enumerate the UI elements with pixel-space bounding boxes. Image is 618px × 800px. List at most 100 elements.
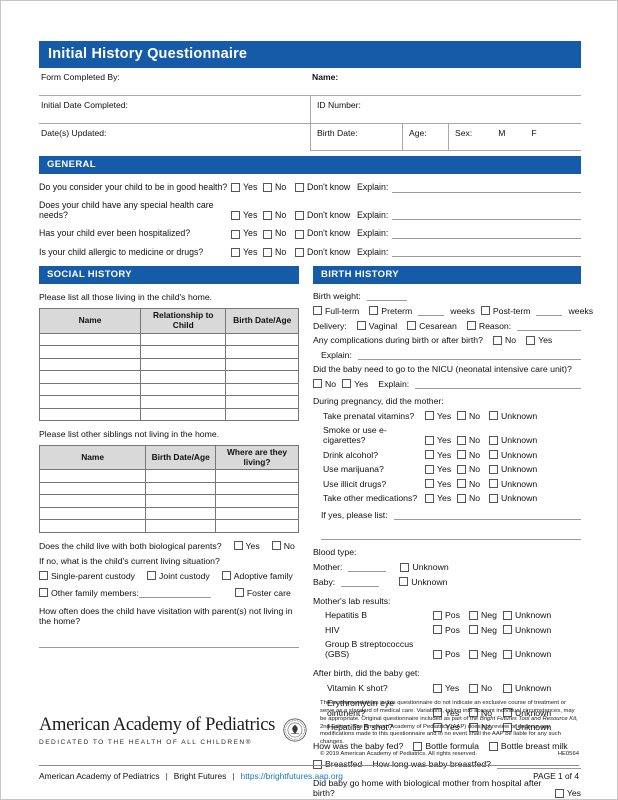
table-cell[interactable] (39, 382, 141, 397)
checkbox-no[interactable] (263, 183, 272, 193)
checkbox-no[interactable] (313, 379, 322, 389)
table-cell[interactable] (39, 407, 141, 422)
checkbox-bottle-formula[interactable] (413, 741, 423, 751)
name-field[interactable]: Name: (312, 72, 339, 82)
explain-write-line[interactable] (392, 247, 581, 258)
table-cell[interactable] (39, 345, 141, 359)
checkbox-neg[interactable] (469, 610, 478, 620)
sex-female-option[interactable]: F (531, 128, 537, 138)
checkbox-unknown[interactable] (503, 625, 512, 635)
checkbox-bottle-breast-milk[interactable] (488, 741, 498, 751)
reason-write-line[interactable] (517, 321, 581, 331)
age-field[interactable]: Age: (402, 124, 448, 150)
explain-write-line[interactable] (392, 183, 581, 193)
checkbox-unknown[interactable] (503, 722, 512, 732)
checkbox-yes[interactable] (425, 435, 434, 445)
baby-blood-write-line[interactable] (341, 577, 380, 587)
footer-url-link[interactable]: https://brightfutures.aap.org (240, 771, 343, 781)
checkbox-pos[interactable] (433, 649, 442, 659)
checkbox-unknown[interactable] (489, 493, 498, 503)
checkbox-unknown[interactable] (489, 464, 498, 474)
checkbox-no[interactable] (469, 708, 478, 718)
checkbox-unknown[interactable] (503, 649, 512, 659)
checkbox-yes[interactable] (233, 541, 243, 551)
checkbox-unknown[interactable] (503, 708, 512, 718)
checkbox-unknown[interactable] (489, 450, 498, 460)
checkbox-neg[interactable] (469, 625, 478, 635)
checkbox-yes[interactable] (425, 479, 434, 489)
form-completed-by-field[interactable]: Form Completed By: (41, 72, 120, 82)
checkbox-yes[interactable] (433, 683, 442, 693)
checkbox-dont-know[interactable] (295, 183, 304, 193)
table-cell[interactable] (38, 469, 147, 483)
checkbox-pos[interactable] (433, 610, 442, 620)
breastfed-duration-write-line[interactable] (497, 759, 581, 770)
checkbox-no[interactable] (469, 683, 478, 693)
postterm-weeks-write-line[interactable] (536, 306, 563, 316)
table-cell[interactable] (38, 494, 147, 508)
id-number-field[interactable]: ID Number: (310, 96, 581, 123)
birth-weight-write-line[interactable] (366, 291, 407, 302)
table-cell[interactable] (39, 332, 141, 347)
table-cell[interactable] (39, 395, 141, 409)
checkbox-no[interactable] (457, 450, 466, 460)
table-cell[interactable] (38, 506, 147, 521)
checkbox-unknown[interactable] (503, 610, 512, 620)
checkbox-no[interactable] (263, 248, 272, 257)
checkbox-no[interactable] (263, 229, 272, 239)
explain-write-line[interactable] (392, 229, 581, 239)
checkbox-no[interactable] (457, 479, 466, 489)
list-write-line[interactable] (393, 510, 581, 521)
checkbox-other-family[interactable] (39, 588, 48, 598)
checkbox-unknown[interactable] (489, 479, 498, 489)
checkbox-no[interactable] (457, 493, 466, 503)
checkbox-yes[interactable] (342, 379, 352, 389)
checkbox-cesarean[interactable] (407, 321, 417, 331)
checkbox-vaginal[interactable] (356, 321, 366, 331)
checkbox-adoptive-family[interactable] (221, 571, 231, 581)
list-write-line-2[interactable] (321, 530, 581, 541)
other-family-write-line[interactable] (138, 588, 211, 598)
checkbox-yes[interactable] (231, 248, 240, 257)
checkbox-no[interactable] (263, 211, 272, 220)
checkbox-single-parent[interactable] (39, 571, 48, 581)
checkbox-yes[interactable] (433, 708, 442, 718)
sex-field[interactable]: Sex: M F (448, 124, 581, 150)
initial-date-field[interactable]: Initial Date Completed: (41, 100, 128, 110)
checkbox-joint-custody[interactable] (147, 571, 157, 581)
explain-write-line[interactable] (415, 379, 581, 389)
table-cell[interactable] (39, 357, 141, 372)
checkbox-yes[interactable] (425, 411, 434, 420)
checkbox-breastfed[interactable] (313, 759, 322, 769)
explain-write-line[interactable] (392, 210, 581, 221)
explain-write-line[interactable] (357, 350, 581, 360)
checkbox-dont-know[interactable] (295, 229, 304, 239)
checkbox-unknown[interactable] (400, 562, 410, 572)
checkbox-yes[interactable] (425, 450, 434, 460)
checkbox-reason[interactable] (466, 321, 476, 331)
visitation-write-line[interactable] (39, 638, 299, 648)
checkbox-yes[interactable] (425, 464, 434, 474)
table-cell[interactable] (38, 481, 147, 496)
birth-date-field[interactable]: Birth Date: (310, 124, 402, 150)
checkbox-no[interactable] (457, 435, 466, 445)
checkbox-foster-care[interactable] (234, 588, 244, 598)
checkbox-no[interactable] (469, 722, 478, 732)
checkbox-dont-know[interactable] (295, 211, 304, 220)
checkbox-no[interactable] (457, 464, 466, 474)
checkbox-no[interactable] (271, 541, 281, 551)
checkbox-no[interactable] (492, 335, 502, 345)
checkbox-yes[interactable] (231, 183, 240, 193)
sex-male-option[interactable]: M (498, 128, 506, 138)
checkbox-post-term[interactable] (480, 306, 490, 316)
checkbox-yes[interactable] (554, 788, 564, 798)
table-cell[interactable] (38, 519, 147, 533)
checkbox-unknown[interactable] (399, 577, 409, 587)
table-cell[interactable] (39, 370, 141, 384)
checkbox-full-term[interactable] (313, 306, 322, 316)
checkbox-pos[interactable] (433, 625, 442, 635)
checkbox-dont-know[interactable] (295, 248, 304, 257)
preterm-weeks-write-line[interactable] (418, 306, 445, 316)
checkbox-preterm[interactable] (369, 306, 379, 316)
checkbox-unknown[interactable] (489, 411, 498, 420)
